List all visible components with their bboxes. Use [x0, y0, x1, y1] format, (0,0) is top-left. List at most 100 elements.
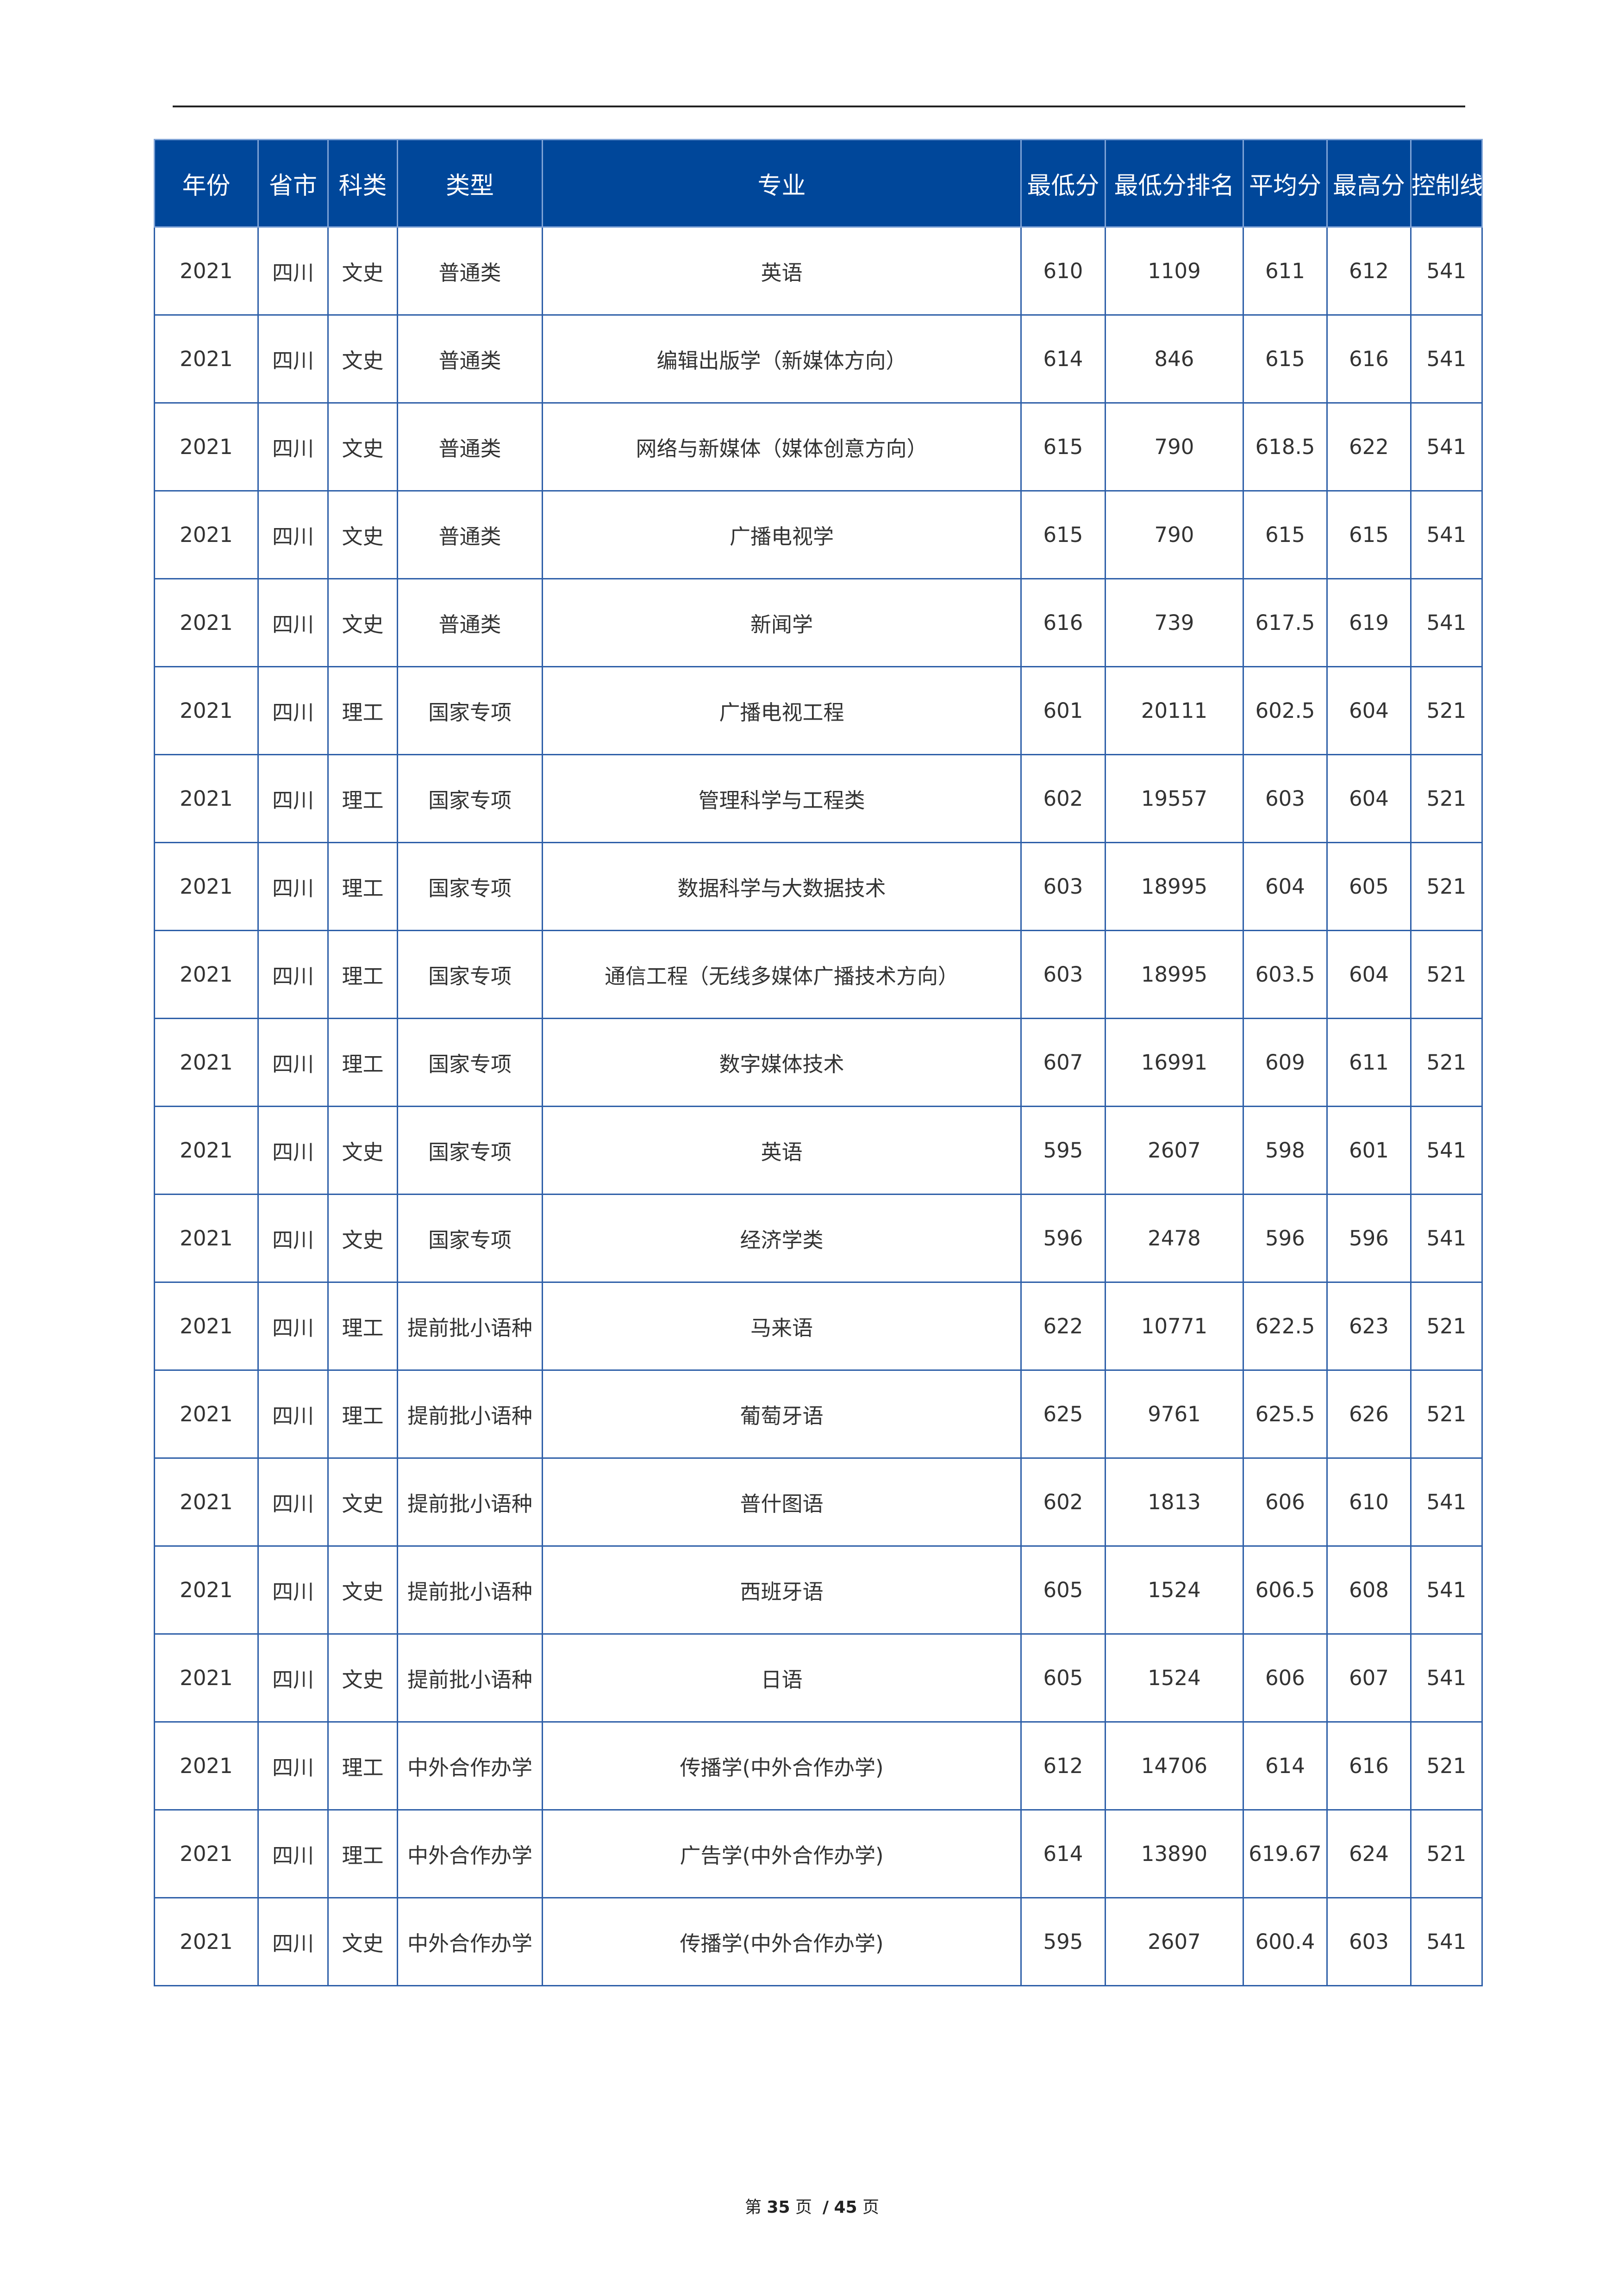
cell-max-score: 596 [1326, 1194, 1412, 1283]
cell-type: 提前批小语种 [397, 1282, 543, 1371]
cell-major: 西班牙语 [542, 1545, 1022, 1635]
table-row: 2021 四川 理工 国家专项 广播电视工程 601 20111 602.5 604 521 [154, 666, 1483, 755]
cell-type: 普通类 [397, 314, 543, 404]
cell-max-score: 615 [1326, 490, 1412, 579]
cell-control-line: 541 [1410, 402, 1483, 492]
cell-year: 2021 [154, 1282, 259, 1371]
cell-year: 2021 [154, 1457, 259, 1547]
cell-major: 葡萄牙语 [542, 1369, 1022, 1459]
cell-type: 中外合作办学 [397, 1897, 543, 1986]
cell-min-score: 614 [1020, 314, 1106, 404]
table-row: 2021 四川 理工 国家专项 数字媒体技术 607 16991 609 611 521 [154, 1018, 1483, 1107]
cell-min-score: 610 [1020, 226, 1106, 316]
cell-major: 网络与新媒体（媒体创意方向） [542, 402, 1022, 492]
column-header-min-rank: 最低分排名 [1105, 139, 1244, 228]
cell-min-score: 602 [1020, 1457, 1106, 1547]
cell-min-rank: 10771 [1105, 1282, 1244, 1371]
cell-category: 文史 [327, 1194, 398, 1283]
cell-min-score: 603 [1020, 842, 1106, 931]
cell-type: 普通类 [397, 490, 543, 579]
cell-type: 国家专项 [397, 842, 543, 931]
cell-type: 中外合作办学 [397, 1721, 543, 1811]
cell-category: 文史 [327, 314, 398, 404]
cell-major: 传播学(中外合作办学) [542, 1721, 1022, 1811]
cell-province: 四川 [257, 1018, 329, 1107]
cell-major: 数据科学与大数据技术 [542, 842, 1022, 931]
cell-category: 理工 [327, 1282, 398, 1371]
cell-control-line: 541 [1410, 578, 1483, 667]
cell-min-score: 605 [1020, 1545, 1106, 1635]
cell-year: 2021 [154, 666, 259, 755]
cell-avg-score: 625.5 [1243, 1369, 1328, 1459]
cell-min-score: 622 [1020, 1282, 1106, 1371]
cell-province: 四川 [257, 1633, 329, 1723]
cell-province: 四川 [257, 1282, 329, 1371]
cell-province: 四川 [257, 842, 329, 931]
cell-max-score: 623 [1326, 1282, 1412, 1371]
cell-min-score: 607 [1020, 1018, 1106, 1107]
column-header-max-score: 最高分 [1326, 139, 1412, 228]
footer-text: 第 [744, 2198, 762, 2217]
cell-year: 2021 [154, 1721, 259, 1811]
cell-province: 四川 [257, 490, 329, 579]
cell-category: 文史 [327, 1897, 398, 1986]
cell-province: 四川 [257, 1809, 329, 1898]
cell-type: 中外合作办学 [397, 1809, 543, 1898]
cell-year: 2021 [154, 930, 259, 1019]
page-footer: 第 35 页 / 45 页 [0, 2194, 1624, 2218]
table-header-row: 年份 省市 科类 类型 专业 最低分 最低分排名 平均分 最高分 控制线 [154, 139, 1483, 228]
cell-min-rank: 9761 [1105, 1369, 1244, 1459]
cell-province: 四川 [257, 1457, 329, 1547]
cell-avg-score: 598 [1243, 1106, 1328, 1195]
cell-avg-score: 603.5 [1243, 930, 1328, 1019]
cell-category: 理工 [327, 1018, 398, 1107]
cell-max-score: 603 [1326, 1897, 1412, 1986]
cell-major: 普什图语 [542, 1457, 1022, 1547]
cell-min-rank: 18995 [1105, 930, 1244, 1019]
column-header-control-line: 控制线 [1410, 139, 1483, 228]
cell-year: 2021 [154, 1633, 259, 1723]
table-row: 2021 四川 文史 提前批小语种 西班牙语 605 1524 606.5 608 541 [154, 1545, 1483, 1635]
admission-scores-table: 年份 省市 科类 类型 专业 最低分 最低分排名 平均分 最高分 控制线 2021 四川 文史 普通类英… [154, 139, 1483, 1986]
table-row: 2021 四川 理工 提前批小语种 马来语 622 10771 622.5 623 521 [154, 1282, 1483, 1371]
cell-major: 广告学(中外合作办学) [542, 1809, 1022, 1898]
column-header-type: 类型 [397, 139, 543, 228]
column-header-province: 省市 [257, 139, 329, 228]
cell-year: 2021 [154, 314, 259, 404]
cell-type: 国家专项 [397, 1194, 543, 1283]
cell-type: 提前批小语种 [397, 1545, 543, 1635]
cell-max-score: 608 [1326, 1545, 1412, 1635]
cell-category: 理工 [327, 666, 398, 755]
cell-category: 理工 [327, 1369, 398, 1459]
cell-avg-score: 622.5 [1243, 1282, 1328, 1371]
cell-min-rank: 19557 [1105, 754, 1244, 843]
cell-major: 广播电视学 [542, 490, 1022, 579]
cell-min-score: 595 [1020, 1897, 1106, 1986]
footer-text: 页 [862, 2198, 880, 2217]
cell-max-score: 612 [1326, 226, 1412, 316]
cell-year: 2021 [154, 1369, 259, 1459]
cell-max-score: 610 [1326, 1457, 1412, 1547]
cell-avg-score: 619.67 [1243, 1809, 1328, 1898]
cell-control-line: 541 [1410, 1897, 1483, 1986]
table-row: 2021 四川 理工 提前批小语种 葡萄牙语 625 9761 625.5 626 521 [154, 1369, 1483, 1459]
cell-control-line: 541 [1410, 226, 1483, 316]
cell-major: 马来语 [542, 1282, 1022, 1371]
cell-min-score: 603 [1020, 930, 1106, 1019]
cell-year: 2021 [154, 1106, 259, 1195]
cell-category: 理工 [327, 754, 398, 843]
cell-year: 2021 [154, 226, 259, 316]
cell-avg-score: 606 [1243, 1633, 1328, 1723]
cell-province: 四川 [257, 402, 329, 492]
cell-min-score: 612 [1020, 1721, 1106, 1811]
cell-major: 数字媒体技术 [542, 1018, 1022, 1107]
cell-max-score: 616 [1326, 314, 1412, 404]
table-row: 2021 四川 理工 中外合作办学 广告学(中外合作办学) 614 13890 619.67 6… [154, 1809, 1483, 1898]
cell-province: 四川 [257, 1369, 329, 1459]
total-pages: 45 [834, 2198, 857, 2217]
cell-min-rank: 2607 [1105, 1897, 1244, 1986]
cell-province: 四川 [257, 314, 329, 404]
cell-control-line: 541 [1410, 1457, 1483, 1547]
cell-min-score: 625 [1020, 1369, 1106, 1459]
cell-max-score: 619 [1326, 578, 1412, 667]
